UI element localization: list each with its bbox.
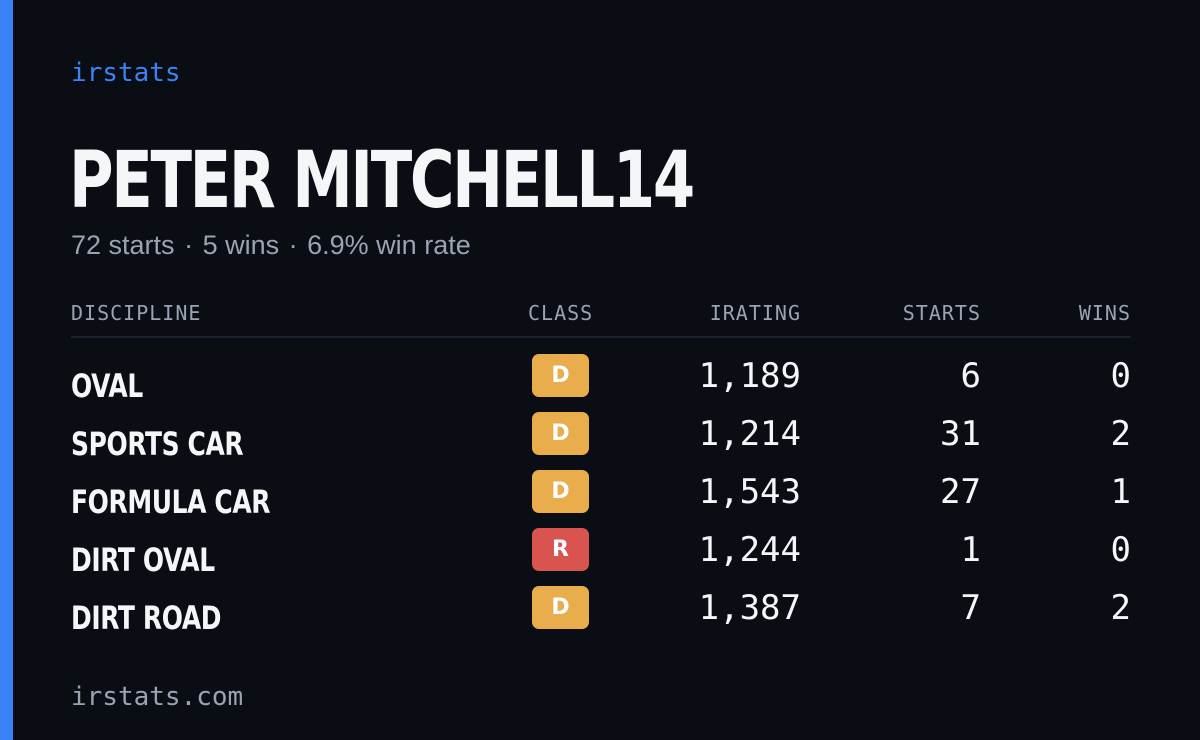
header-wins: WINS [1078, 301, 1131, 325]
header-class: CLASS [528, 301, 594, 325]
table-header: DISCIPLINE CLASS IRATING STARTS WINS [71, 296, 1131, 338]
header-discipline: DISCIPLINE [71, 301, 202, 325]
discipline-name: SPORTS CAR [71, 425, 244, 463]
summary-starts: 72 starts [71, 230, 175, 260]
irating-value: 1,244 [698, 530, 801, 570]
wins-value: 0 [1110, 356, 1131, 396]
class-badge: D [532, 354, 589, 397]
starts-value: 6 [960, 356, 981, 396]
summary-wins: 5 wins [202, 230, 280, 260]
discipline-name: FORMULA CAR [71, 483, 271, 521]
starts-value: 1 [960, 530, 981, 570]
player-summary: 72 starts · 5 wins · 6.9% win rate [71, 228, 471, 262]
starts-value: 31 [940, 414, 981, 454]
class-badge: D [532, 586, 589, 629]
wins-value: 0 [1110, 530, 1131, 570]
irating-value: 1,387 [698, 588, 801, 628]
starts-value: 7 [960, 588, 981, 628]
summary-win-rate: 6.9% win rate [307, 230, 471, 260]
table-row: DIRT ROAD D 1,387 7 2 [71, 584, 1131, 642]
footer-url-link[interactable]: irstats.com [71, 682, 244, 712]
header-irating: IRATING [709, 301, 801, 325]
wins-value: 2 [1110, 414, 1131, 454]
table-row: OVAL D 1,189 6 0 [71, 352, 1131, 410]
class-badge: D [532, 412, 589, 455]
table-row: FORMULA CAR D 1,543 27 1 [71, 468, 1131, 526]
table-row: SPORTS CAR D 1,214 31 2 [71, 410, 1131, 468]
accent-bar [0, 0, 13, 740]
wins-value: 2 [1110, 588, 1131, 628]
discipline-name: OVAL [71, 367, 143, 405]
summary-separator: · [288, 230, 298, 260]
discipline-name: DIRT ROAD [71, 599, 222, 637]
class-badge: R [532, 528, 589, 571]
table-body: OVAL D 1,189 6 0 SPORTS CAR D 1,214 31 2… [71, 352, 1131, 642]
stats-table: DISCIPLINE CLASS IRATING STARTS WINS OVA… [71, 296, 1131, 642]
player-name: PETER MITCHELL14 [69, 136, 695, 226]
table-row: DIRT OVAL R 1,244 1 0 [71, 526, 1131, 584]
header-starts: STARTS [902, 301, 981, 325]
brand-logo: irstats [71, 58, 181, 88]
discipline-name: DIRT OVAL [71, 541, 215, 579]
wins-value: 1 [1110, 472, 1131, 512]
class-badge: D [532, 470, 589, 513]
irating-value: 1,214 [698, 414, 801, 454]
summary-separator: · [184, 230, 194, 260]
starts-value: 27 [940, 472, 981, 512]
irating-value: 1,543 [698, 472, 801, 512]
irating-value: 1,189 [698, 356, 801, 396]
